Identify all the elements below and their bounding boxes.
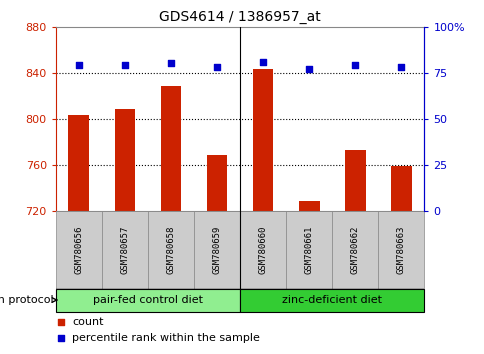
Text: pair-fed control diet: pair-fed control diet [93,295,202,305]
Point [57,319,65,325]
Point [350,62,358,68]
Bar [206,155,227,211]
Bar [56,211,102,289]
Point [396,64,404,70]
Text: GSM780658: GSM780658 [166,225,175,274]
Bar [102,211,148,289]
Title: GDS4614 / 1386957_at: GDS4614 / 1386957_at [159,10,320,24]
Text: GSM780659: GSM780659 [212,225,221,274]
Point [258,59,266,64]
Point [121,62,129,68]
Point [166,61,174,66]
Text: percentile rank within the sample: percentile rank within the sample [72,333,260,343]
Bar [286,211,332,289]
Bar [344,150,365,211]
Text: GSM780661: GSM780661 [304,225,313,274]
Text: growth protocol: growth protocol [0,295,53,305]
Bar [298,201,319,211]
Bar [390,166,411,211]
Bar [240,289,424,312]
Bar [194,211,240,289]
Text: GSM780660: GSM780660 [258,225,267,274]
Bar [240,211,286,289]
Bar [252,69,273,211]
Bar [68,115,89,211]
Text: zinc-deficient diet: zinc-deficient diet [282,295,381,305]
Text: count: count [72,317,104,327]
Bar [378,211,424,289]
Point [304,66,312,72]
Text: GSM780657: GSM780657 [120,225,129,274]
Text: GSM780656: GSM780656 [74,225,83,274]
Bar [114,109,135,211]
Bar [332,211,378,289]
Point [75,62,82,68]
Bar [56,289,240,312]
Point [57,335,65,341]
Point [212,64,220,70]
Bar [160,86,181,211]
Text: GSM780662: GSM780662 [350,225,359,274]
Bar [148,211,194,289]
Text: GSM780663: GSM780663 [396,225,405,274]
